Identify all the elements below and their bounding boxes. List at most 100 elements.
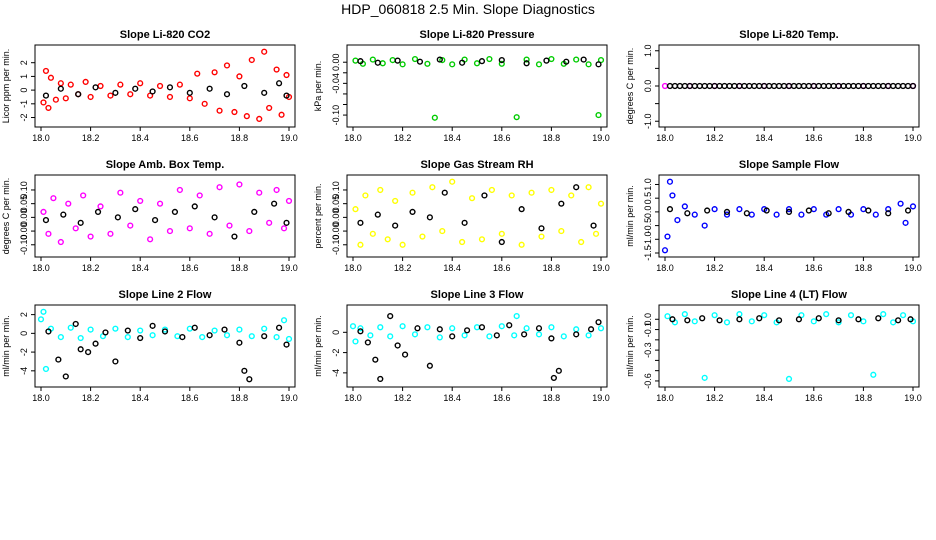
data-point (763, 207, 770, 214)
data-point (736, 311, 743, 318)
data-point (815, 315, 822, 322)
data-point (57, 85, 64, 92)
x-tick-label: 18.2 (394, 263, 412, 273)
panel-1: Slope Li-820 CO2 Licor ppm per min. 18.0 18… (1, 29, 298, 143)
data-point (498, 323, 505, 330)
data-point (880, 82, 887, 90)
series-selected (357, 184, 597, 246)
data-point (847, 312, 855, 319)
data-point (865, 82, 872, 90)
data-point (436, 326, 443, 333)
data-point (374, 211, 381, 218)
data-point (463, 327, 471, 334)
y-tick-label: -2 (19, 348, 29, 356)
data-point (449, 333, 456, 340)
data-point (236, 326, 243, 333)
data-point (112, 358, 119, 365)
data-point (558, 227, 565, 235)
data-point (488, 186, 495, 194)
data-point (221, 326, 228, 333)
x-tick-label: 18.4 (755, 133, 773, 143)
data-point (431, 114, 438, 121)
x-tick-label: 18.2 (706, 133, 724, 143)
data-point (761, 312, 768, 319)
data-point (661, 247, 669, 254)
data-point (595, 319, 602, 326)
data-point (191, 203, 198, 210)
data-point (426, 362, 433, 369)
data-point (426, 214, 433, 221)
x-tick-label: 18.4 (443, 263, 461, 273)
data-point (870, 82, 877, 90)
data-point (473, 60, 481, 67)
data-point (696, 82, 703, 90)
data-point (137, 327, 144, 334)
data-point (486, 333, 493, 340)
data-point (107, 92, 114, 99)
y-tick-label: -2 (331, 349, 341, 357)
data-point (478, 324, 486, 331)
data-point (550, 374, 557, 382)
y-tick-label: -1.0 (643, 113, 653, 129)
data-point (216, 107, 223, 114)
data-point (369, 230, 376, 237)
data-point (775, 317, 783, 324)
data-point (904, 82, 912, 90)
data-point (523, 325, 530, 332)
data-point (860, 318, 867, 325)
data-point (478, 58, 486, 65)
x-tick-label: 18.6 (493, 393, 511, 403)
data-point (399, 61, 406, 68)
data-point (67, 81, 74, 88)
data-point (736, 82, 743, 90)
data-point (409, 189, 416, 196)
panel-4: Slope Amb. Box Temp. degrees C per min. 18… (1, 159, 298, 273)
data-point (449, 178, 456, 185)
data-point (835, 82, 842, 90)
data-point (595, 61, 602, 68)
data-point (394, 57, 401, 64)
data-point (890, 319, 897, 326)
data-point (199, 334, 206, 341)
data-point (751, 82, 758, 90)
data-point (436, 334, 443, 341)
data-point (171, 208, 179, 215)
series-all (664, 311, 917, 382)
data-point (548, 186, 555, 194)
data-point (191, 324, 198, 331)
data-point (748, 318, 755, 325)
data-point (424, 324, 431, 331)
data-point (780, 82, 788, 90)
x-tick-label: 18.4 (443, 133, 461, 143)
x-tick-label: 18.8 (855, 133, 873, 143)
data-point (97, 203, 104, 210)
y-axis-label: ml/min per min. (313, 315, 323, 377)
series-selected (42, 80, 290, 99)
data-point (283, 341, 290, 348)
data-point (461, 332, 468, 339)
data-point (548, 324, 555, 331)
data-point (461, 219, 468, 226)
data-point (367, 332, 374, 339)
series-selected (45, 320, 290, 383)
data-point (538, 233, 545, 240)
data-point (389, 56, 396, 64)
x-tick-label: 18.0 (344, 263, 362, 273)
data-point (746, 82, 753, 90)
y-tick-label: 0 (19, 88, 29, 93)
data-point (392, 222, 399, 229)
data-point (179, 334, 186, 341)
data-point (127, 91, 134, 98)
data-point (62, 95, 69, 102)
data-point (666, 178, 674, 185)
plot-frame (346, 174, 608, 258)
series-all (661, 178, 917, 254)
data-point (897, 200, 904, 207)
data-point (82, 78, 89, 85)
data-point (256, 115, 263, 122)
data-point (595, 111, 602, 119)
data-point (261, 333, 268, 340)
data-point (176, 186, 183, 194)
data-point (573, 331, 580, 338)
data-point (681, 82, 688, 90)
